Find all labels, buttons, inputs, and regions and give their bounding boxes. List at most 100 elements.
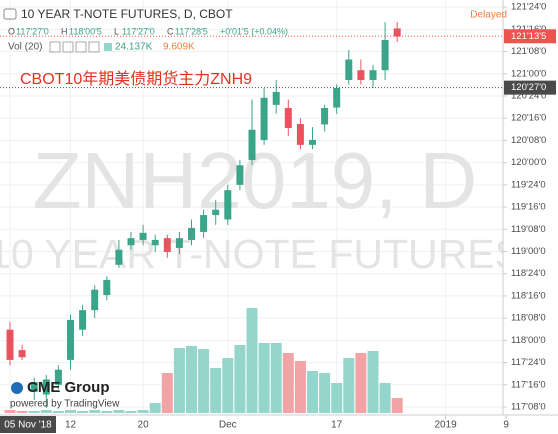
- legend-key: O: [8, 26, 15, 36]
- legend-value: 117'28'5: [175, 26, 208, 36]
- candle-body: [163, 238, 171, 252]
- x-tick-label: 12: [65, 420, 77, 431]
- y-tick-label: 121'08'0: [511, 46, 546, 57]
- volume-bar: [282, 353, 294, 413]
- volume-bar: [391, 398, 403, 413]
- candle-body: [151, 239, 159, 246]
- volume-bar: [77, 411, 89, 413]
- logo: CME Group powered by TradingView: [10, 379, 120, 410]
- status: Delayed: [470, 10, 507, 21]
- y-tick-label: 119'00'0: [511, 246, 546, 257]
- time-axis-bg: [0, 415, 558, 434]
- volume-bar: [125, 411, 137, 413]
- candle-body: [18, 350, 26, 358]
- volume-bar: [186, 346, 197, 413]
- volume-bar: [307, 371, 318, 413]
- candle-body: [139, 232, 147, 240]
- volume-bar: [355, 353, 367, 413]
- price-label: 120'27'0: [511, 82, 546, 93]
- volume-bar: [294, 361, 306, 413]
- candles: [6, 22, 401, 408]
- candle-body: [115, 249, 123, 265]
- volume-bar: [89, 410, 101, 413]
- chart-title: 10 YEAR T-NOTE FUTURES, D, CBOT: [21, 7, 233, 21]
- logo-mark: [11, 382, 23, 394]
- y-tick-label: 119'24'0: [511, 179, 546, 190]
- volume-bar: [40, 410, 52, 413]
- volume-bar: [113, 410, 125, 413]
- x-tick-label: Dec: [219, 420, 237, 431]
- volume-bar: [149, 403, 161, 413]
- candle-body: [357, 70, 365, 80]
- watermark: ZNH2019, D 10 YEAR T-NOTE FUTURES: [0, 136, 522, 277]
- candle-body: [224, 190, 232, 220]
- header: 10 YEAR T-NOTE FUTURES, D, CBOT Delayed …: [3, 7, 507, 53]
- volume-bar: [379, 383, 391, 413]
- y-tick-label: 120'08'0: [511, 135, 546, 146]
- y-tick-label: 118'08'0: [511, 313, 546, 324]
- candle-body: [6, 329, 14, 360]
- price-label-box: [504, 29, 556, 44]
- legend-ohlc: O 117'27'0 H 118'00'5 L 117'27'0 C 117'28'5 +0'0…: [8, 26, 288, 36]
- volume-bar: [246, 308, 258, 413]
- legend-icon: [75, 41, 87, 53]
- volume-bar: [173, 348, 185, 413]
- y-tick-label: 120'16'0: [511, 113, 546, 124]
- x-tick-label: 20: [138, 420, 150, 431]
- annotation: CBOT10年期美债期货主力ZNH9: [20, 70, 252, 88]
- volume-bar: [198, 349, 210, 413]
- legend-icon: [49, 41, 61, 53]
- candle-body: [393, 28, 401, 37]
- y-tick-label: 119'08'0: [511, 224, 546, 235]
- y-tick-label: 117'24'0: [511, 357, 546, 368]
- volume-bar: [367, 351, 379, 413]
- candle-body: [248, 129, 256, 160]
- legend-icon: [62, 41, 74, 53]
- y-tick-label: 120'24'0: [511, 90, 546, 101]
- price-axis-bg: [503, 0, 558, 434]
- volume-bar: [137, 410, 149, 413]
- header-icon: [3, 8, 17, 20]
- volume-bar: [258, 343, 270, 413]
- volume-reading: 24.137K: [115, 42, 153, 53]
- y-tick-label: 121'00'0: [511, 68, 546, 79]
- volume-pane: [4, 308, 403, 413]
- x-tick-label: 17: [331, 420, 343, 431]
- volume-bar: [319, 373, 331, 413]
- candle-body: [103, 279, 111, 296]
- candle-body: [30, 382, 38, 392]
- y-tick-label: 119'16'0: [511, 202, 546, 213]
- candle-body: [236, 165, 244, 185]
- watermark-name: 10 YEAR T-NOTE FUTURES: [0, 231, 522, 277]
- legend-value: 117'27'0: [122, 26, 155, 36]
- x-tick-label: 9: [503, 420, 509, 431]
- legend-key: C: [167, 26, 174, 36]
- candle-body: [333, 87, 341, 108]
- candle-body: [272, 91, 280, 105]
- x-tick-label: 05 Nov '18: [4, 420, 52, 431]
- legend-change: +0'01'5 (+0.04%): [220, 26, 288, 36]
- price-label: 121'13'5: [511, 31, 546, 42]
- volume-bar: [52, 411, 64, 413]
- candle-body: [127, 238, 135, 246]
- candle-body: [369, 70, 377, 80]
- volume-bar: [101, 411, 113, 413]
- y-tick-label: 118'00'0: [511, 335, 546, 346]
- candle-body: [42, 379, 50, 395]
- candle-body: [321, 107, 329, 125]
- candle-body: [212, 209, 220, 216]
- legend-key: H: [61, 26, 68, 36]
- powered-by: powered by TradingView: [10, 399, 120, 410]
- volume-label: Vol (20): [8, 42, 42, 53]
- volume-bar: [210, 368, 222, 413]
- x-tick-highlight: [0, 416, 56, 433]
- candle-body: [345, 59, 353, 80]
- volume-bar: [234, 345, 246, 413]
- volume-bar: [343, 358, 355, 413]
- volume-bar: [65, 410, 76, 413]
- volume-bar: [161, 373, 173, 413]
- candle-body: [79, 310, 87, 330]
- y-tick-label: 118'24'0: [511, 268, 546, 279]
- volume-bar: [222, 358, 234, 413]
